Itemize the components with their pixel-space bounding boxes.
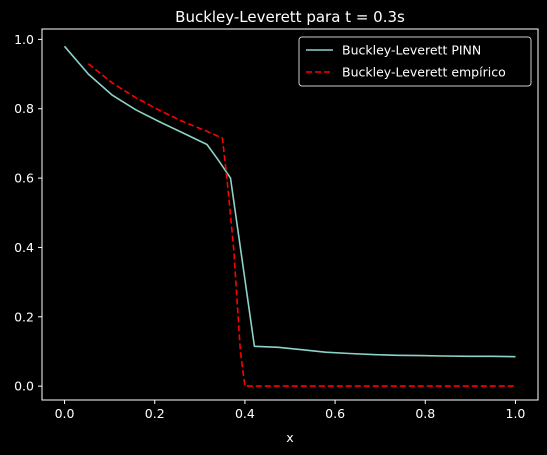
y-tick-label: 0.6 xyxy=(14,171,34,186)
x-tick-label: 0.6 xyxy=(325,406,345,421)
legend: Buckley-Leverett PINN Buckley-Leverett em… xyxy=(298,36,532,87)
x-tick-label: 0.2 xyxy=(145,406,165,421)
y-tick-label: 0.4 xyxy=(14,240,34,255)
chart-title: Buckley-Leverett para t = 0.3s xyxy=(175,8,405,26)
legend-label-2: Buckley-Leverett empírico xyxy=(342,65,506,80)
x-tick-label: 1.0 xyxy=(506,406,526,421)
x-axis-label: x xyxy=(286,430,293,445)
y-tick-label: 0.8 xyxy=(14,101,34,116)
y-tick-label: 0.2 xyxy=(14,309,34,324)
x-tick-label: 0.4 xyxy=(235,406,255,421)
y-tick-label: 0.0 xyxy=(14,379,34,394)
axes-frame xyxy=(41,28,539,401)
legend-box xyxy=(298,36,532,87)
x-tick-label: 0.8 xyxy=(415,406,435,421)
legend-label-1: Buckley-Leverett PINN xyxy=(342,43,481,58)
y-tick-label: 1.0 xyxy=(14,32,34,47)
series-line-1 xyxy=(63,45,516,358)
axis-ticks: 0.0 0.2 0.4 0.6 0.8 1.0 0.0 0.2 0.4 0.6 0.8 1.0 xyxy=(14,32,525,421)
plot-area xyxy=(63,45,516,387)
series-line-2 xyxy=(87,63,516,387)
x-tick-label: 0.0 xyxy=(55,406,75,421)
